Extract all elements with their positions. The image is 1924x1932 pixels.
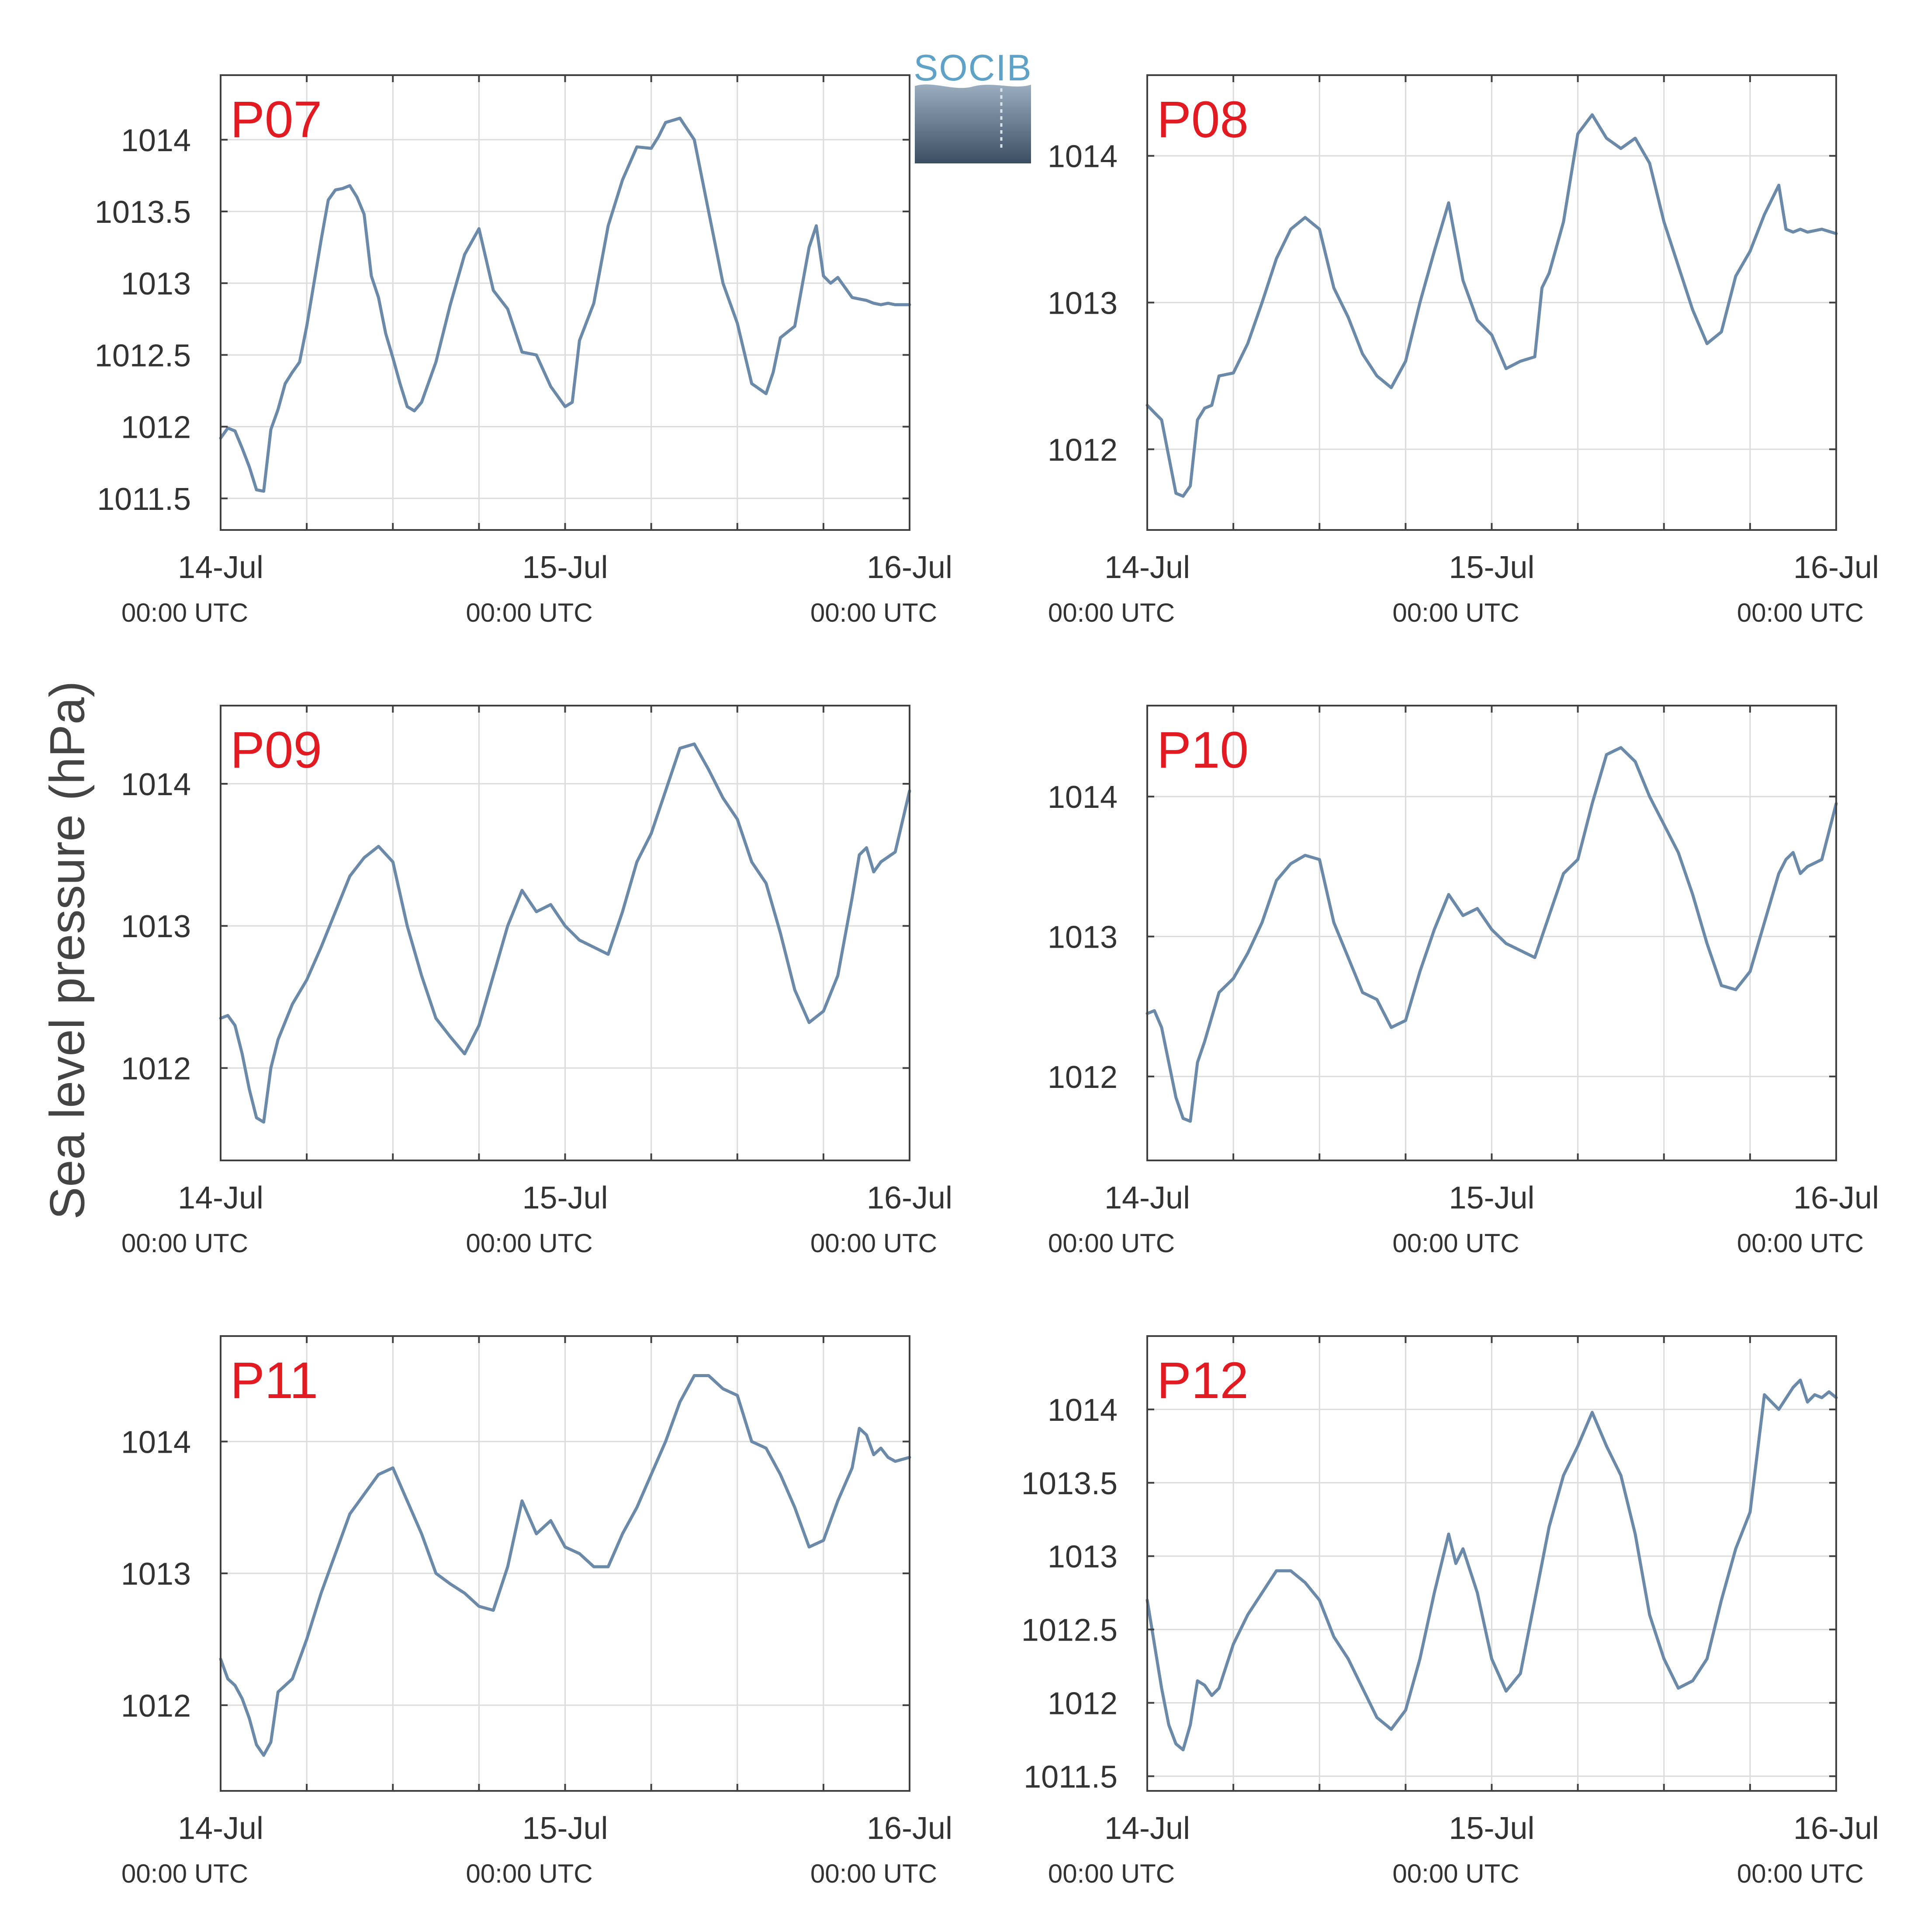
panel-2-xtick-label: 16-Jul [1793, 550, 1879, 585]
panel-6-xtick-label: 15-Jul [1449, 1811, 1534, 1846]
panel-2-xtick-sublabel: 00:00 UTC [1737, 598, 1864, 627]
panel-3-ytick-label: 1013 [121, 909, 191, 944]
panel-4-ytick-label: 1014 [1048, 780, 1118, 815]
panel-3-xtick-label: 16-Jul [867, 1181, 952, 1215]
panel-1-xtick-label: 15-Jul [522, 550, 608, 585]
panel-6-ytick-label: 1012 [1048, 1686, 1118, 1721]
panel-3-ytick-label: 1012 [121, 1052, 191, 1087]
panel-2-xtick-sublabel: 00:00 UTC [1048, 598, 1175, 627]
panel-4-ytick-label: 1013 [1048, 920, 1118, 955]
panel-2-series-line [1145, 113, 1838, 498]
panel-1-ytick-label: 1012 [121, 410, 191, 445]
panel-4-xtick-sublabel: 00:00 UTC [1737, 1229, 1864, 1258]
panel-1-series-line [219, 117, 911, 493]
panel-6-xtick-sublabel: 00:00 UTC [1737, 1859, 1864, 1888]
panel-1-ytick-label: 1013 [121, 267, 191, 301]
panel-5-xtick-sublabel: 00:00 UTC [121, 1859, 248, 1888]
panel-4-series-line [1145, 746, 1838, 1123]
panel-1-xtick-label: 16-Jul [867, 550, 952, 585]
panel-2-xtick-sublabel: 00:00 UTC [1392, 598, 1519, 627]
panel-3-xtick-sublabel: 00:00 UTC [810, 1229, 937, 1258]
panel-3-xtick-label: 14-Jul [178, 1181, 263, 1215]
panel-5-xtick-label: 16-Jul [867, 1811, 952, 1846]
panel-5-xtick-label: 15-Jul [522, 1811, 608, 1846]
panel-6-ytick-label: 1014 [1048, 1393, 1118, 1428]
socib-logo: SOCIB [915, 47, 1031, 163]
panel-6-xtick-sublabel: 00:00 UTC [1392, 1859, 1519, 1888]
panel-4-xtick-label: 14-Jul [1104, 1181, 1190, 1215]
y-axis-label: Sea level pressure (hPa) [40, 681, 95, 1220]
panel-3-series-line [219, 742, 911, 1124]
panel-1-xtick-label: 14-Jul [178, 550, 263, 585]
panel-5-xtick-sublabel: 00:00 UTC [810, 1859, 937, 1888]
panel-3-xtick-label: 15-Jul [522, 1181, 608, 1215]
panel-6: 1011.5 1012 1012.5 1013 1013.5 1014 14-Jul 00:0… [1021, 1335, 1879, 1888]
panel-5-ytick-label: 1013 [121, 1557, 191, 1592]
panel-1: 1011.5 1012 1012.5 1013 1013.5 1014 14-Jul 00:0… [95, 74, 952, 627]
panel-1-xtick-sublabel: 00:00 UTC [810, 598, 937, 627]
panel-2-ytick-label: 1012 [1048, 433, 1118, 467]
panel-2-ytick-label: 1014 [1048, 139, 1118, 174]
panel-1-title: P07 [230, 91, 322, 149]
panel-6-ytick-label: 1013 [1048, 1540, 1118, 1575]
panel-3-xtick-sublabel: 00:00 UTC [466, 1229, 592, 1258]
panel-1-xtick-sublabel: 00:00 UTC [466, 598, 592, 627]
panel-6-ytick-label: 1013.5 [1021, 1466, 1118, 1501]
panel-4-xtick-sublabel: 00:00 UTC [1048, 1229, 1175, 1258]
panel-3-xtick-sublabel: 00:00 UTC [121, 1229, 248, 1258]
panel-6-xtick-label: 16-Jul [1793, 1811, 1879, 1846]
panel-5-title: P11 [230, 1352, 318, 1409]
panel-2-xtick-label: 14-Jul [1104, 550, 1190, 585]
panel-4: 1012 1013 1014 14-Jul 00:00 UTC 15-Jul 00:00 U… [1048, 705, 1879, 1258]
panel-2-ytick-label: 1013 [1048, 286, 1118, 321]
panel-1-ytick-label: 1014 [121, 123, 191, 158]
panel-5-xtick-sublabel: 00:00 UTC [466, 1859, 592, 1888]
panel-4-xtick-label: 15-Jul [1449, 1181, 1534, 1215]
logo-wave-block [915, 84, 1031, 163]
panel-6-xtick-label: 14-Jul [1104, 1811, 1190, 1846]
panel-2: 1012 1013 1014 14-Jul 00:00 UTC 15-Jul 00:00 U… [1048, 74, 1879, 627]
panel-6-series-line [1145, 1378, 1838, 1752]
panel-2-title: P08 [1157, 91, 1249, 149]
panel-1-ytick-label: 1011.5 [97, 482, 191, 517]
panel-4-title: P10 [1157, 721, 1249, 779]
panel-5-ytick-label: 1012 [121, 1689, 191, 1724]
panel-5-ytick-label: 1014 [121, 1425, 191, 1460]
panel-5-xtick-label: 14-Jul [178, 1811, 263, 1846]
panel-4-ytick-label: 1012 [1048, 1060, 1118, 1095]
panel-6-title: P12 [1157, 1352, 1249, 1409]
panel-6-xtick-sublabel: 00:00 UTC [1048, 1859, 1175, 1888]
panel-6-ytick-label: 1012.5 [1021, 1613, 1118, 1648]
panel-2-xtick-label: 15-Jul [1449, 550, 1534, 585]
panel-5: 1012 1013 1014 14-Jul 00:00 UTC 15-Jul 00:00 U… [121, 1335, 952, 1888]
panel-1-ytick-label: 1013.5 [95, 195, 191, 230]
socib-logo-text: SOCIB [915, 47, 1031, 88]
panel-6-ytick-label: 1011.5 [1024, 1759, 1118, 1794]
panel-4-xtick-label: 16-Jul [1793, 1181, 1879, 1215]
panel-3: 1012 1013 1014 14-Jul 00:00 UTC 15-Jul 00:00 U… [121, 705, 952, 1258]
panel-3-title: P09 [230, 721, 322, 779]
panel-4-xtick-sublabel: 00:00 UTC [1392, 1229, 1519, 1258]
panel-1-ytick-label: 1012.5 [95, 338, 191, 373]
panel-1-xtick-sublabel: 00:00 UTC [121, 598, 248, 627]
panel-3-ytick-label: 1014 [121, 767, 191, 802]
panel-5-series-line [219, 1374, 911, 1757]
